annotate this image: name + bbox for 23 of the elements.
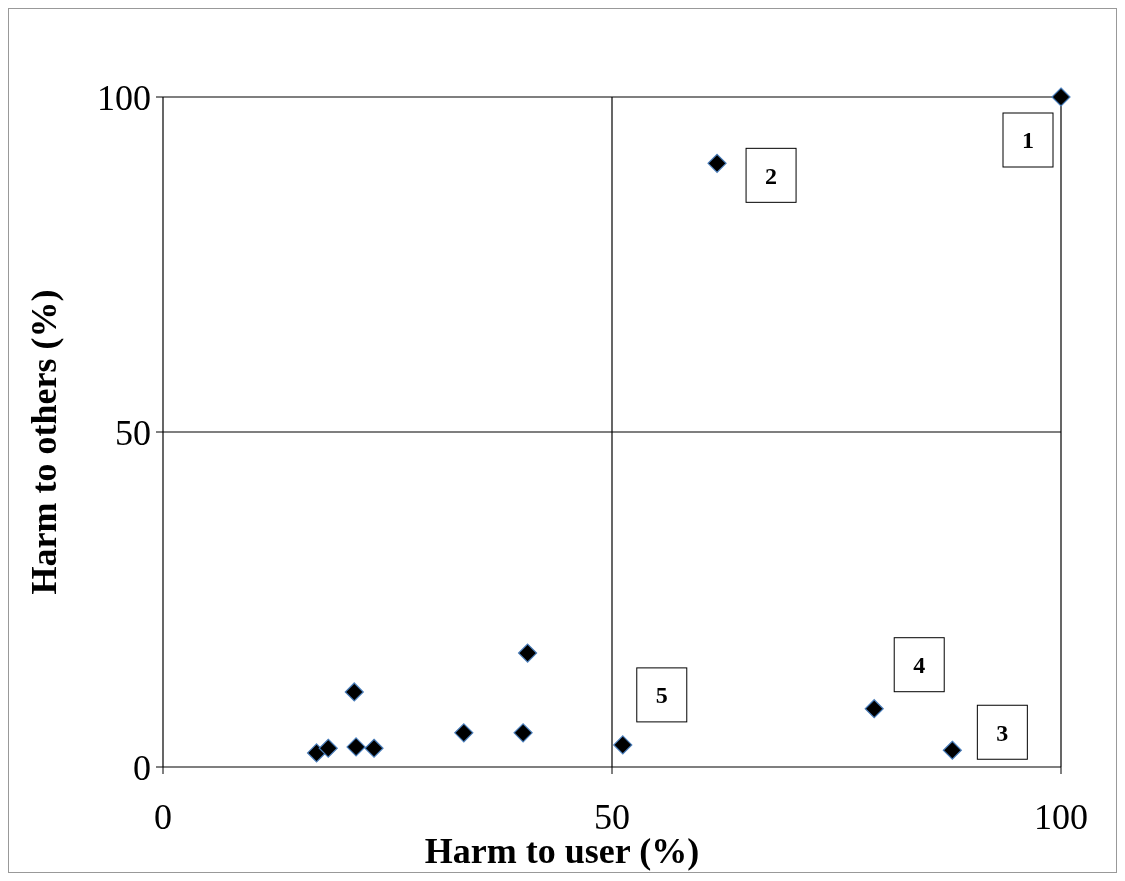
- point: [513, 723, 533, 743]
- annotation: 1: [1022, 127, 1034, 154]
- y-tick-label: 100: [97, 77, 151, 118]
- point: [454, 723, 474, 743]
- point: [344, 682, 364, 702]
- point: [346, 737, 366, 757]
- point: [707, 153, 727, 173]
- point: [613, 735, 633, 755]
- y-tick-label: 0: [133, 747, 151, 788]
- y-tick-label: 50: [115, 412, 151, 453]
- point: [942, 740, 962, 760]
- y-axis-title: Harm to others (%): [24, 289, 64, 595]
- annotation: 5: [655, 682, 668, 709]
- point: [1051, 87, 1071, 107]
- point: [517, 643, 538, 663]
- x-tick-label: 100: [1034, 797, 1088, 837]
- point: [306, 743, 327, 763]
- point: [318, 738, 338, 758]
- annotation: 2: [765, 162, 778, 189]
- point: [864, 699, 884, 719]
- point: [364, 738, 384, 758]
- annotation: 3: [996, 719, 1009, 746]
- annotation: 4: [913, 652, 926, 679]
